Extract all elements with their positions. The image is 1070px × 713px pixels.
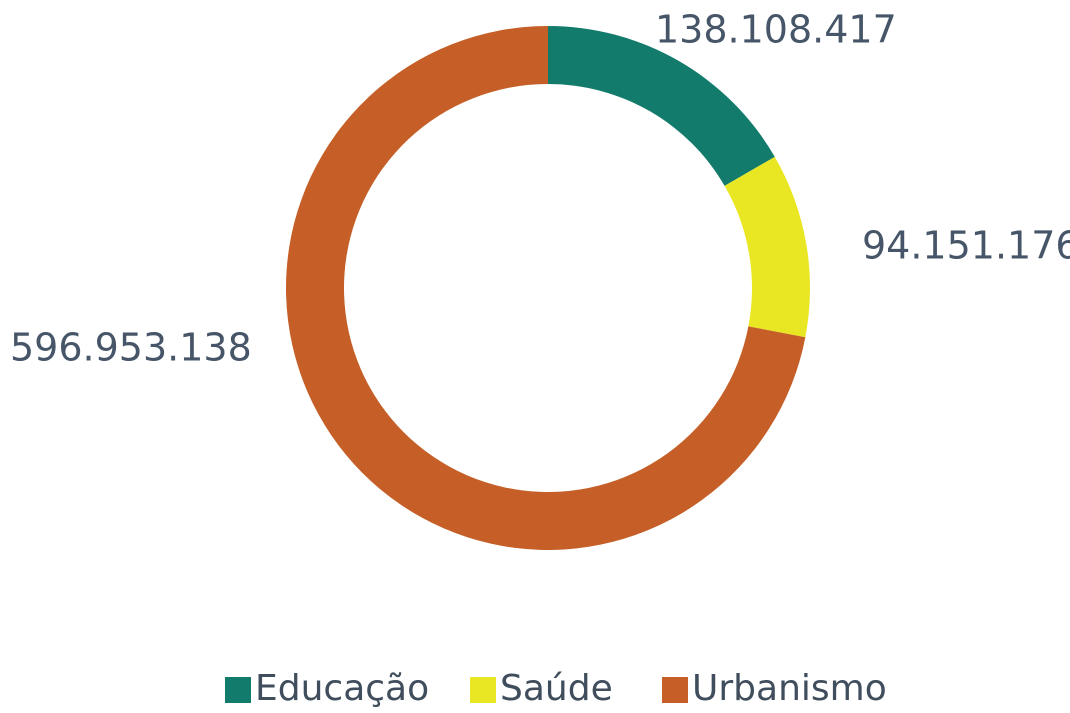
legend-swatch	[470, 677, 496, 703]
donut-segment	[724, 156, 811, 338]
data-label: 138.108.417	[655, 8, 897, 52]
legend-label: Saúde	[500, 668, 613, 709]
legend-swatch	[662, 677, 688, 703]
data-label: 94.151.176	[862, 224, 1070, 268]
data-label: 596.953.138	[10, 326, 252, 370]
legend-label: Urbanismo	[692, 668, 887, 709]
legend-label: Educação	[255, 668, 429, 709]
legend-swatch	[225, 677, 251, 703]
donut-segment	[548, 26, 775, 186]
